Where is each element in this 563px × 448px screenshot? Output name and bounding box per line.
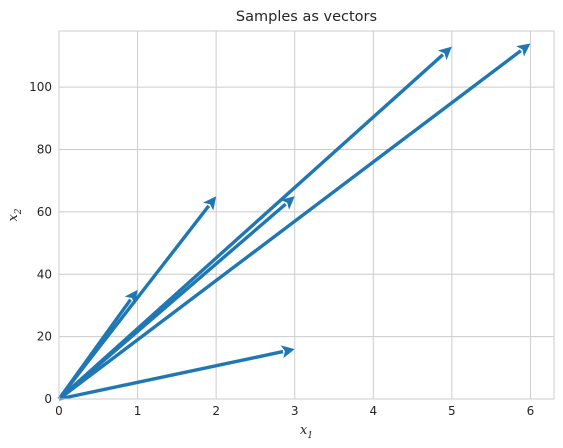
- y-axis-label: x2: [6, 208, 24, 221]
- y-tick-label: 40: [37, 267, 52, 281]
- y-tick-label: 80: [37, 143, 52, 157]
- plot-frame: [58, 30, 555, 400]
- vector-arrowhead: [280, 196, 295, 210]
- vector-arrow: [57, 196, 217, 401]
- vector-arrow: [57, 43, 531, 401]
- y-tick-label: 0: [44, 392, 52, 406]
- x-axis-label-base: x: [300, 423, 308, 438]
- vector-shaft: [57, 49, 522, 401]
- y-tick-label: 20: [37, 330, 52, 344]
- y-axis-label-subscript: 2: [14, 208, 24, 215]
- vector-shaft: [57, 204, 211, 401]
- y-tick-label: 60: [37, 205, 52, 219]
- vector-arrowhead: [203, 196, 217, 211]
- vector-arrow: [58, 345, 295, 401]
- x-tick-label: 6: [527, 404, 535, 418]
- vector-shaft: [58, 349, 284, 401]
- x-axis-label: x1: [300, 423, 313, 441]
- x-tick-label: 3: [291, 404, 299, 418]
- chart-title: Samples as vectors: [236, 9, 377, 25]
- x-tick-label: 2: [212, 404, 220, 418]
- y-axis-label-base: x: [6, 214, 21, 222]
- y-tick-label: 100: [29, 80, 52, 94]
- vector-arrow: [57, 46, 452, 401]
- x-axis-label-subscript: 1: [307, 431, 313, 441]
- x-tick-label: 1: [134, 404, 142, 418]
- x-tick-label: 5: [448, 404, 456, 418]
- vector-arrowhead: [280, 345, 295, 359]
- x-tick-label: 4: [369, 404, 377, 418]
- vector-shaft: [57, 53, 445, 401]
- vector-arrowhead: [437, 46, 452, 61]
- x-tick-label: 0: [55, 404, 63, 418]
- vectors: [57, 43, 531, 401]
- vector-arrowhead: [516, 43, 531, 57]
